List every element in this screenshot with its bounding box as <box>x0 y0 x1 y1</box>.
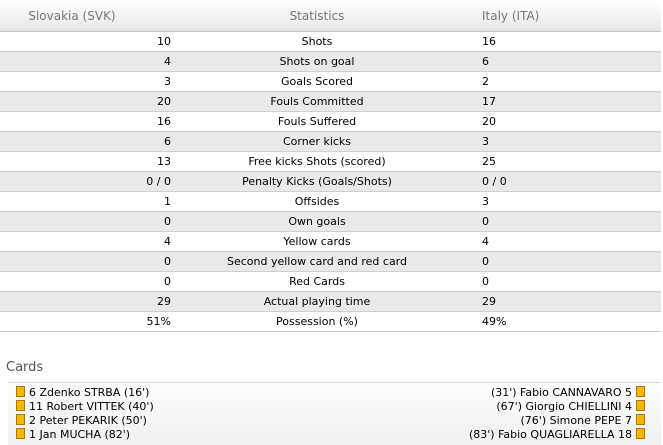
stat-label: Second yellow card and red card <box>172 251 462 272</box>
stat-home-value: 16 <box>0 111 172 132</box>
stat-label: Shots <box>172 31 462 52</box>
stat-home-value: 3 <box>0 71 172 92</box>
stat-row: 16 Fouls Suffered 20 <box>0 111 661 132</box>
away-card-entry: (76') Simone PEPE 7 <box>521 414 645 428</box>
home-team-header: Slovakia (SVK) <box>0 0 172 32</box>
yellow-card-icon <box>16 400 25 411</box>
stat-row: 4 Shots on goal 6 <box>0 51 661 72</box>
stat-away-value: 0 <box>462 251 661 272</box>
stat-label: Corner kicks <box>172 131 462 152</box>
stat-away-value: 6 <box>462 51 661 72</box>
stat-row: 0 Second yellow card and red card 0 <box>0 251 661 272</box>
away-card-entry: (83') Fabio QUAGLIARELLA 18 <box>469 428 645 442</box>
away-card-player: (31') Fabio CANNAVARO 5 <box>490 386 632 399</box>
home-card-player: 11 Robert VITTEK (40') <box>29 400 154 413</box>
stat-home-value: 4 <box>0 231 172 252</box>
cards-list: 6 Zdenko STRBA (16') 11 Robert VITTEK (40… <box>8 382 661 445</box>
home-card-entry: 1 Jan MUCHA (82') <box>16 428 130 442</box>
stat-row: 51% Possession (%) 49% <box>0 311 661 332</box>
stat-away-value: 0 <box>462 211 661 232</box>
stat-away-value: 3 <box>462 191 661 212</box>
away-card-player: (76') Simone PEPE 7 <box>520 414 632 427</box>
stat-home-value: 0 <box>0 271 172 292</box>
away-card-entry: (31') Fabio CANNAVARO 5 <box>491 386 645 400</box>
stat-label: Goals Scored <box>172 71 462 92</box>
stat-row: 0 Own goals 0 <box>0 211 661 232</box>
stat-away-value: 49% <box>462 311 661 332</box>
stat-away-value: 29 <box>462 291 661 312</box>
cards-section-title: Cards <box>6 360 44 375</box>
statistics-header-row: Slovakia (SVK) Statistics Italy (ITA) <box>0 0 661 32</box>
stat-home-value: 10 <box>0 31 172 52</box>
stat-home-value: 0 <box>0 211 172 232</box>
yellow-card-icon <box>636 386 645 397</box>
stat-label: Actual playing time <box>172 291 462 312</box>
stat-away-value: 2 <box>462 71 661 92</box>
stat-home-value: 0 / 0 <box>0 171 172 192</box>
stat-home-value: 13 <box>0 151 172 172</box>
stat-away-value: 0 / 0 <box>462 171 661 192</box>
stat-home-value: 0 <box>0 251 172 272</box>
stat-row: 3 Goals Scored 2 <box>0 71 661 92</box>
stat-label: Red Cards <box>172 271 462 292</box>
statistics-header: Statistics <box>172 0 462 32</box>
stat-away-value: 3 <box>462 131 661 152</box>
stat-label: Offsides <box>172 191 462 212</box>
home-card-entry: 2 Peter PEKARIK (50') <box>16 414 147 428</box>
stat-label: Fouls Committed <box>172 91 462 112</box>
stat-row: 1 Offsides 3 <box>0 191 661 212</box>
stat-row: 0 / 0 Penalty Kicks (Goals/Shots) 0 / 0 <box>0 171 661 192</box>
stat-away-value: 17 <box>462 91 661 112</box>
yellow-card-icon <box>636 414 645 425</box>
stat-row: 6 Corner kicks 3 <box>0 131 661 152</box>
stat-home-value: 29 <box>0 291 172 312</box>
stat-row: 20 Fouls Committed 17 <box>0 91 661 112</box>
yellow-card-icon <box>16 414 25 425</box>
stat-label: Free kicks Shots (scored) <box>172 151 462 172</box>
stat-label: Fouls Suffered <box>172 111 462 132</box>
away-card-player: (83') Fabio QUAGLIARELLA 18 <box>468 428 632 441</box>
yellow-card-icon <box>636 428 645 439</box>
away-card-player: (67') Giorgio CHIELLINI 4 <box>496 400 632 413</box>
home-card-player: 1 Jan MUCHA (82') <box>29 428 131 441</box>
stat-label: Own goals <box>172 211 462 232</box>
home-card-player: 6 Zdenko STRBA (16') <box>29 386 150 399</box>
stat-label: Penalty Kicks (Goals/Shots) <box>172 171 462 192</box>
stat-home-value: 51% <box>0 311 172 332</box>
statistics-body: 10 Shots 16 4 Shots on goal 6 3 Goals Scored 2 20… <box>0 31 661 332</box>
stat-row: 13 Free kicks Shots (scored) 25 <box>0 151 661 172</box>
home-card-player: 2 Peter PEKARIK (50') <box>29 414 147 427</box>
statistics-table: Slovakia (SVK) Statistics Italy (ITA) 10… <box>0 0 661 332</box>
stat-away-value: 16 <box>462 31 661 52</box>
home-card-entry: 11 Robert VITTEK (40') <box>16 400 154 414</box>
stat-home-value: 1 <box>0 191 172 212</box>
away-team-header: Italy (ITA) <box>462 0 661 32</box>
stat-label: Shots on goal <box>172 51 462 72</box>
stat-row: 0 Red Cards 0 <box>0 271 661 292</box>
stat-away-value: 25 <box>462 151 661 172</box>
yellow-card-icon <box>16 428 25 439</box>
stat-label: Possession (%) <box>172 311 462 332</box>
home-card-entry: 6 Zdenko STRBA (16') <box>16 386 149 400</box>
stat-row: 10 Shots 16 <box>0 31 661 52</box>
stat-row: 4 Yellow cards 4 <box>0 231 661 252</box>
stat-row: 29 Actual playing time 29 <box>0 291 661 312</box>
stat-home-value: 20 <box>0 91 172 112</box>
stat-away-value: 0 <box>462 271 661 292</box>
stat-label: Yellow cards <box>172 231 462 252</box>
stat-home-value: 4 <box>0 51 172 72</box>
yellow-card-icon <box>636 400 645 411</box>
stat-away-value: 20 <box>462 111 661 132</box>
stat-home-value: 6 <box>0 131 172 152</box>
away-card-entry: (67') Giorgio CHIELLINI 4 <box>496 400 645 414</box>
stat-away-value: 4 <box>462 231 661 252</box>
yellow-card-icon <box>16 386 25 397</box>
